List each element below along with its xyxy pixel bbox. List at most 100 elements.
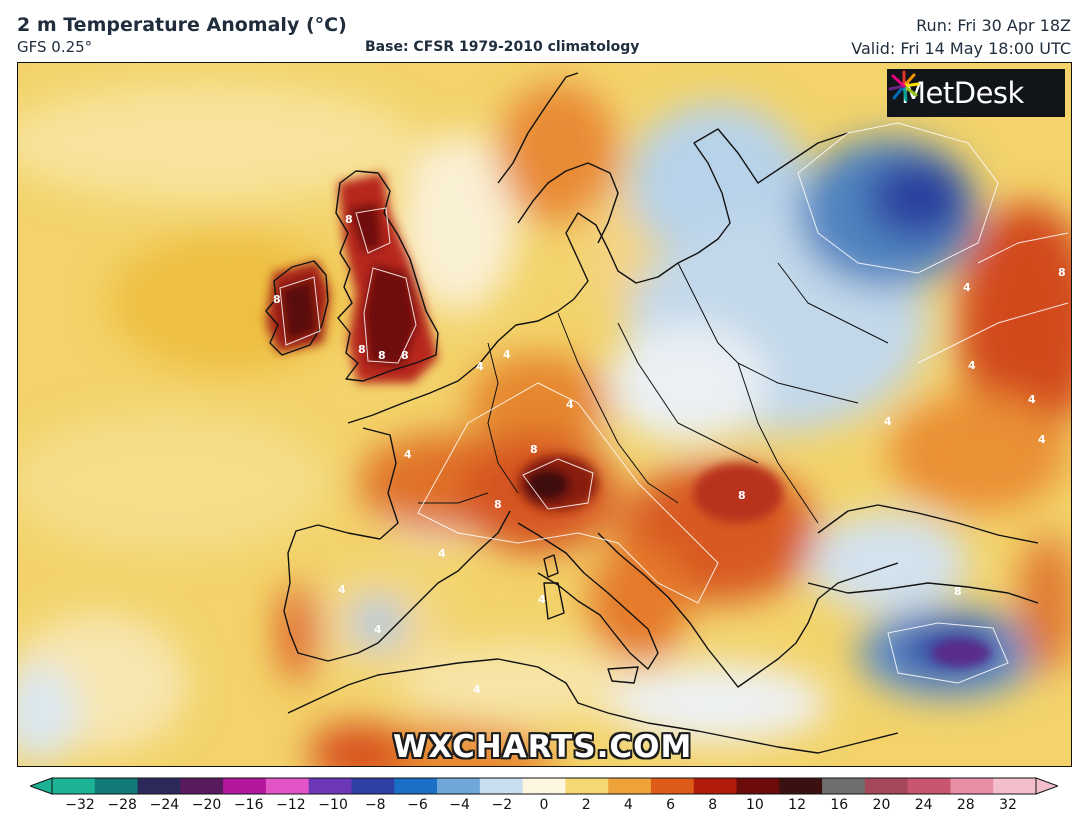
- contour-label: 4: [1038, 433, 1046, 446]
- colorbar-tick-label: −8: [364, 797, 386, 813]
- country-border: [418, 262, 889, 524]
- colorbar-tick-label: −2: [491, 797, 513, 813]
- colorbar: [30, 777, 1058, 795]
- coastline-turkey: [807, 582, 1039, 604]
- colorbar-segment: [736, 778, 780, 794]
- coastline-italy: [517, 522, 659, 670]
- colorbar-segment: [437, 778, 481, 794]
- contour-line: [355, 207, 391, 254]
- colorbar-tick-label: 6: [666, 797, 675, 813]
- contour-label: 8: [954, 585, 962, 598]
- colorbar-tick-label: −24: [149, 797, 180, 813]
- anomaly-field: [363, 263, 418, 368]
- contour-label: 4: [884, 415, 892, 428]
- colorbar-tick-label: −6: [407, 797, 428, 813]
- contour-label: 4: [338, 583, 346, 596]
- anomaly-map[interactable]: 8 8 8 8 8 4 4 4 4 8 8 8 4 4 4 4 4 8 4 4 …: [17, 62, 1072, 767]
- colorbar-segment: [394, 778, 438, 794]
- coastline-black-sea: [817, 504, 1039, 544]
- coastline-europe: [347, 128, 849, 424]
- coastline-scandinavia: [497, 72, 619, 244]
- colorbar-segment: [565, 778, 609, 794]
- starburst-icon: [888, 70, 920, 102]
- colorbar-tick-label: −20: [191, 797, 222, 813]
- anomaly-field: [18, 413, 328, 553]
- metdesk-logo-text: MetDesk: [901, 76, 1024, 110]
- contour-label: 8: [738, 489, 746, 502]
- colorbar-segment: [993, 778, 1037, 794]
- colorbar-segment: [822, 778, 866, 794]
- coastline-balkans: [597, 532, 899, 688]
- colorbar-tick-label: 10: [745, 797, 764, 813]
- contour-line: [522, 458, 594, 510]
- metdesk-logo[interactable]: MetDesk: [887, 69, 1065, 117]
- coastline-iberia: [283, 427, 511, 662]
- colorbar-tick-label: 20: [872, 797, 891, 813]
- contour-label: 4: [538, 593, 546, 606]
- colorbar-segment: [779, 778, 823, 794]
- colorbar-segment: [52, 778, 96, 794]
- anomaly-field: [498, 83, 618, 223]
- colorbar-segment: [180, 778, 224, 794]
- colorbar-outline: [51, 777, 1037, 795]
- model-label: GFS 0.25°: [17, 38, 93, 56]
- anomaly-field: [353, 598, 403, 648]
- contour-label: 4: [1028, 393, 1036, 406]
- anomaly-field: [308, 723, 408, 766]
- valid-time-label: Valid: Fri 14 May 18:00 UTC: [851, 39, 1071, 58]
- wxcharts-watermark: WXCHARTS.COM: [393, 729, 693, 765]
- anomaly-field: [808, 513, 968, 613]
- colorbar-tick-label: 8: [708, 797, 718, 813]
- contour-line: [917, 232, 1069, 364]
- contour-label: 4: [473, 683, 481, 696]
- anomaly-field: [583, 193, 643, 313]
- colorbar-tick-label: −12: [276, 797, 306, 813]
- colorbar-segment: [137, 778, 181, 794]
- climatology-base-label: Base: CFSR 1979-2010 climatology: [365, 39, 640, 55]
- colorbar-segment: [907, 778, 952, 794]
- colorbar-tick-label: 2: [581, 797, 591, 813]
- contour-label: 4: [476, 360, 484, 373]
- anomaly-field: [588, 543, 688, 663]
- run-time-label: Run: Fri 30 Apr 18Z: [916, 16, 1071, 35]
- colorbar-segment: [223, 778, 267, 794]
- coastline-britain: [335, 170, 439, 382]
- contour-label: 4: [963, 281, 971, 294]
- contour-label: 8: [345, 213, 353, 226]
- colorbar-right-arrow: [1035, 777, 1058, 795]
- contour-label: 4: [503, 348, 511, 361]
- colorbar-tick-label: −4: [449, 797, 470, 813]
- anomaly-field: [18, 83, 418, 203]
- colorbar-segment: [693, 778, 738, 794]
- coastline-africa: [287, 658, 899, 754]
- contour-label: 4: [404, 448, 412, 461]
- colorbar-tick-label: 16: [830, 797, 849, 813]
- colorbar-tick-label: 28: [956, 797, 975, 813]
- anomaly-field: [931, 639, 991, 667]
- colorbar-tick-label: −28: [107, 797, 137, 813]
- colorbar-tick-label: 0: [539, 797, 549, 813]
- colorbar-segment: [479, 778, 524, 794]
- contour-label: 4: [438, 547, 446, 560]
- contour-label: 8: [378, 349, 386, 362]
- contour-label: 8: [1058, 266, 1066, 279]
- colorbar-left-arrow: [30, 777, 53, 795]
- contour-line: [797, 122, 999, 274]
- anomaly-field: [278, 583, 318, 683]
- anomaly-field: [888, 393, 1068, 513]
- anomaly-field: [608, 663, 828, 743]
- coastline-islands: [543, 554, 639, 684]
- colorbar-tick-label: 24: [914, 797, 933, 813]
- contour-label: 4: [968, 359, 976, 372]
- colorbar-segment: [864, 778, 909, 794]
- anomaly-field: [18, 663, 78, 763]
- contour-label: 8: [530, 443, 538, 456]
- anomaly-field: [1018, 533, 1071, 673]
- map-canvas: 8 8 8 8 8 4 4 4 4 8 8 8 4 4 4 4 4 8 4 4 …: [18, 63, 1071, 766]
- chart-title: 2 m Temperature Anomaly (°C): [17, 14, 347, 36]
- colorbar-segment: [308, 778, 353, 794]
- contour-label: 8: [401, 349, 409, 362]
- colorbar-segment: [351, 778, 395, 794]
- anomaly-field: [468, 353, 608, 453]
- contour-line: [363, 267, 417, 364]
